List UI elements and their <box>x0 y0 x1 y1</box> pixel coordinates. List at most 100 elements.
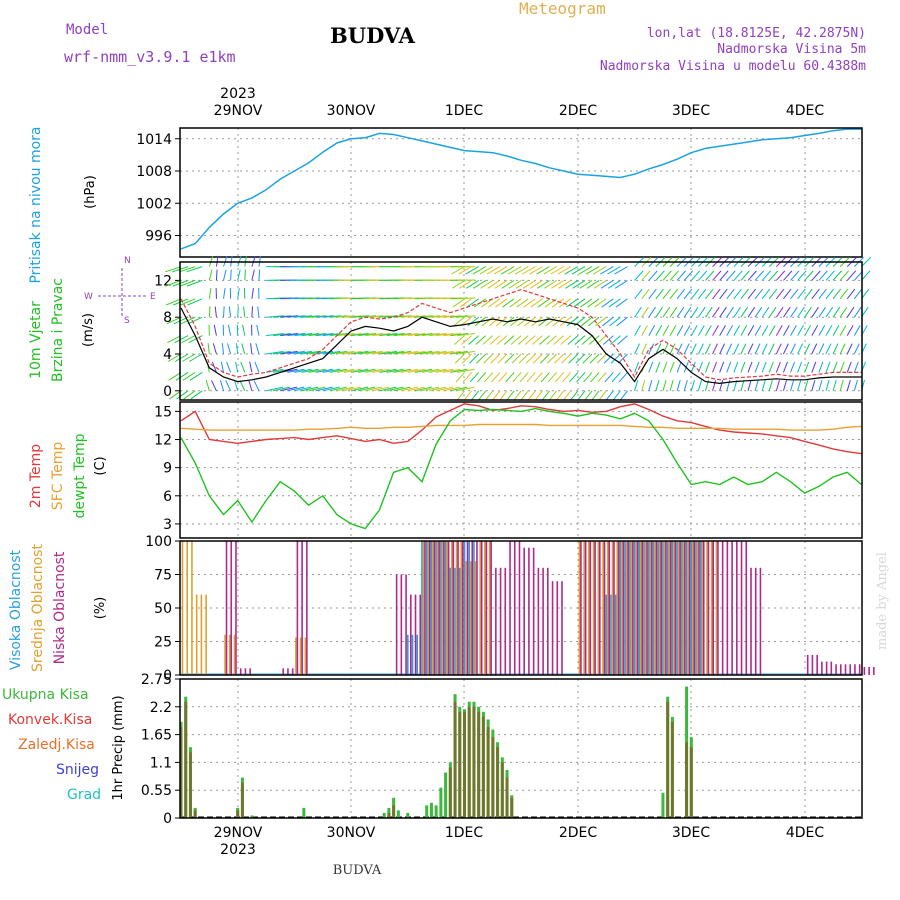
wind-barb <box>534 390 543 401</box>
wind-barb <box>580 298 593 308</box>
wind-barb <box>336 333 355 337</box>
wind-barb <box>733 325 741 336</box>
wind-barb <box>421 333 440 337</box>
precip-frozen-label: Zaledj.Kisa <box>18 737 95 753</box>
wind-barb <box>754 361 760 373</box>
wind-barb <box>619 390 628 401</box>
wind-barb <box>240 361 246 373</box>
wind-barb <box>811 380 816 391</box>
dewpt-line <box>180 407 862 530</box>
wind-barb <box>510 316 522 327</box>
wind-barb <box>566 316 579 327</box>
wind-barb <box>783 306 791 318</box>
y-tick-label: 2.2 <box>150 700 172 716</box>
precip-conv-bar <box>670 721 674 818</box>
wind-barb <box>358 368 376 373</box>
wind-barb <box>557 266 572 275</box>
precip-total-bar <box>661 792 665 818</box>
wind-barb <box>315 333 334 337</box>
y-tick-label: 4 <box>163 347 172 363</box>
precip-total-bar <box>406 812 410 818</box>
wind-barb <box>551 298 565 308</box>
wind-barb <box>308 368 326 373</box>
wind-barb <box>508 279 522 289</box>
wind-barb <box>343 386 362 392</box>
precip-conv-bar <box>689 747 693 818</box>
wind-barb <box>365 368 383 373</box>
wind-barb <box>175 371 189 381</box>
wind-barb <box>747 343 754 355</box>
wind-barb <box>255 343 260 355</box>
model-elevation-text: Nadmorska Visina u modelu 60.4388m <box>600 59 866 74</box>
wind-barb <box>768 306 777 318</box>
wind-barb <box>662 325 670 336</box>
y-tick-label: 1002 <box>136 196 172 212</box>
wind-barb <box>733 343 740 355</box>
wind-barb <box>641 343 648 355</box>
panel-frame <box>179 540 863 676</box>
wind-barb <box>615 298 628 308</box>
wind-barb <box>754 270 764 281</box>
wind-barb <box>443 333 461 337</box>
wind-barb <box>545 316 557 327</box>
wind-barb <box>569 390 579 401</box>
y-tick-label: 12 <box>154 273 172 289</box>
wind-barb <box>554 372 565 383</box>
wind-barb <box>797 270 807 281</box>
wind-barb <box>662 361 668 373</box>
pressure-line <box>180 128 862 250</box>
wind-barb <box>726 343 733 355</box>
wind-barb <box>189 371 203 381</box>
product-title: Meteogram <box>519 0 606 18</box>
wind-barb <box>634 343 641 355</box>
wind-barb <box>329 368 348 373</box>
wind-barb <box>607 266 621 275</box>
wind-barb <box>655 343 662 355</box>
wind-barb <box>634 325 641 336</box>
wind-barb <box>215 255 219 267</box>
wind-barb <box>726 325 734 336</box>
wind-barb <box>611 372 621 383</box>
wind-barb <box>747 361 753 373</box>
temp-2m-line <box>180 403 862 455</box>
wind-barb <box>533 372 543 383</box>
wind-barb <box>414 386 432 392</box>
wind-barb <box>590 372 600 383</box>
wind-barb <box>215 269 218 281</box>
wind-barb <box>477 390 487 401</box>
wind-barb <box>165 266 182 273</box>
wind-barb <box>558 298 572 308</box>
wind-barb <box>280 333 298 337</box>
precip-conv-bar <box>448 767 452 818</box>
wind-barb <box>421 386 439 392</box>
wind-barb <box>372 350 390 355</box>
wind-barb <box>503 335 515 345</box>
wind-barb <box>575 353 586 364</box>
wind-barb <box>400 368 419 373</box>
wind-barb <box>790 306 798 318</box>
wind-barb <box>301 368 319 373</box>
wind-barb <box>251 287 254 299</box>
wind-barb <box>308 333 327 337</box>
wind-barb <box>832 325 840 336</box>
wind-barb <box>733 288 742 300</box>
wind-barb <box>188 335 203 344</box>
wind-barb <box>187 316 203 325</box>
wind-barb <box>407 368 426 373</box>
wind-barb <box>811 343 818 355</box>
wind-barb <box>669 380 674 391</box>
wind-ylabel-b: Brzina i Pravac <box>50 278 66 382</box>
wind-barb <box>336 386 354 392</box>
wind-barb <box>498 372 508 383</box>
wind-barb <box>469 372 480 383</box>
wind-barb <box>487 279 501 289</box>
wind-barb <box>603 353 614 364</box>
y-tick-label: 2.75 <box>141 672 172 688</box>
compass-e: E <box>150 292 156 302</box>
wind-barb <box>482 335 494 345</box>
wind-barb <box>465 266 479 275</box>
wind-barb <box>372 368 390 373</box>
wind-barb <box>761 306 770 318</box>
wind-barb <box>616 316 628 327</box>
wind-barb <box>308 315 327 318</box>
